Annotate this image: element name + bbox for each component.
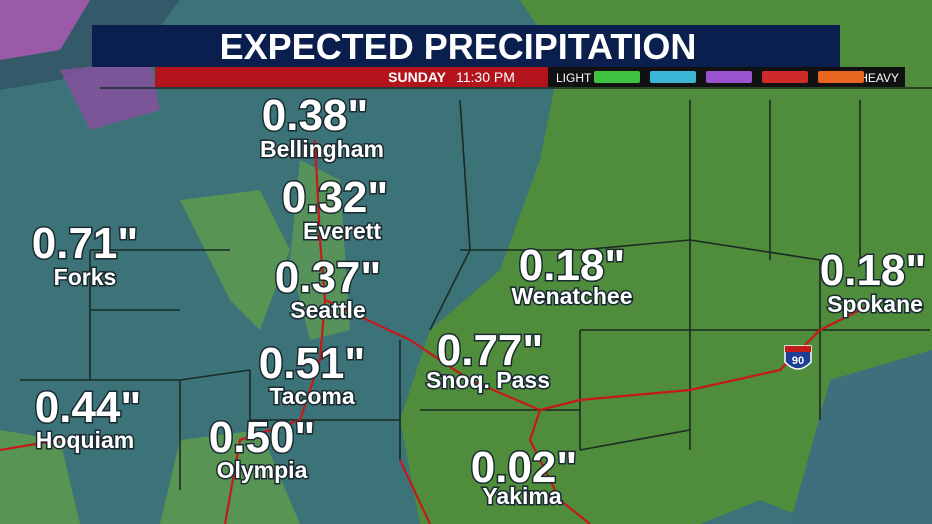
city: Olympia: [217, 457, 308, 483]
road: [528, 409, 591, 524]
road: [324, 299, 881, 412]
city: Wenatchee: [511, 283, 632, 309]
time: 11:30 PM: [456, 69, 515, 85]
day: SUNDAY: [388, 69, 446, 85]
shield-top: [785, 346, 811, 352]
city: Yakima: [482, 483, 561, 509]
amount: 0.44": [35, 383, 142, 432]
amount: 0.71": [32, 219, 139, 268]
precip-green: [160, 430, 300, 524]
legend-swatch: [762, 71, 808, 83]
city: Spokane: [827, 291, 923, 317]
amount: 0.37": [275, 253, 382, 302]
amount: 0.38": [262, 91, 369, 140]
amount: 0.02": [471, 443, 578, 492]
highway-number: 90: [792, 355, 804, 367]
county-line: [20, 99, 930, 490]
amount: 0.32": [282, 173, 389, 222]
city: Bellingham: [260, 136, 384, 162]
city: Seattle: [290, 297, 365, 323]
road: [223, 139, 327, 524]
legend-swatch: [594, 71, 640, 83]
road: [0, 438, 431, 524]
precip-green: [400, 0, 932, 524]
title: EXPECTED PRECIPITATION: [220, 26, 697, 67]
precip-purple: [60, 60, 160, 130]
legend-high: HEAVY: [859, 71, 899, 85]
title-bar: [92, 25, 840, 67]
city: Forks: [54, 264, 117, 290]
legend-swatches: [594, 71, 864, 83]
precip-green: [0, 430, 80, 524]
precip-teal: [790, 350, 932, 524]
legend-swatch: [650, 71, 696, 83]
amount: 0.50": [209, 413, 316, 462]
interstate-shield: 90: [784, 345, 812, 370]
city: Snoq. Pass: [426, 367, 550, 393]
amount: 0.51": [259, 339, 366, 388]
amount: 0.18": [820, 246, 927, 295]
precip-green: [180, 190, 290, 330]
city: Everett: [303, 218, 381, 244]
city: Tacoma: [269, 383, 354, 409]
amount: 0.18": [519, 241, 626, 290]
legend-low: LIGHT: [556, 71, 592, 85]
legend-swatch: [818, 71, 864, 83]
city: Hoquiam: [36, 427, 134, 453]
amount: 0.77": [437, 326, 544, 375]
legend-swatch: [706, 71, 752, 83]
precip-purple: [0, 0, 90, 60]
